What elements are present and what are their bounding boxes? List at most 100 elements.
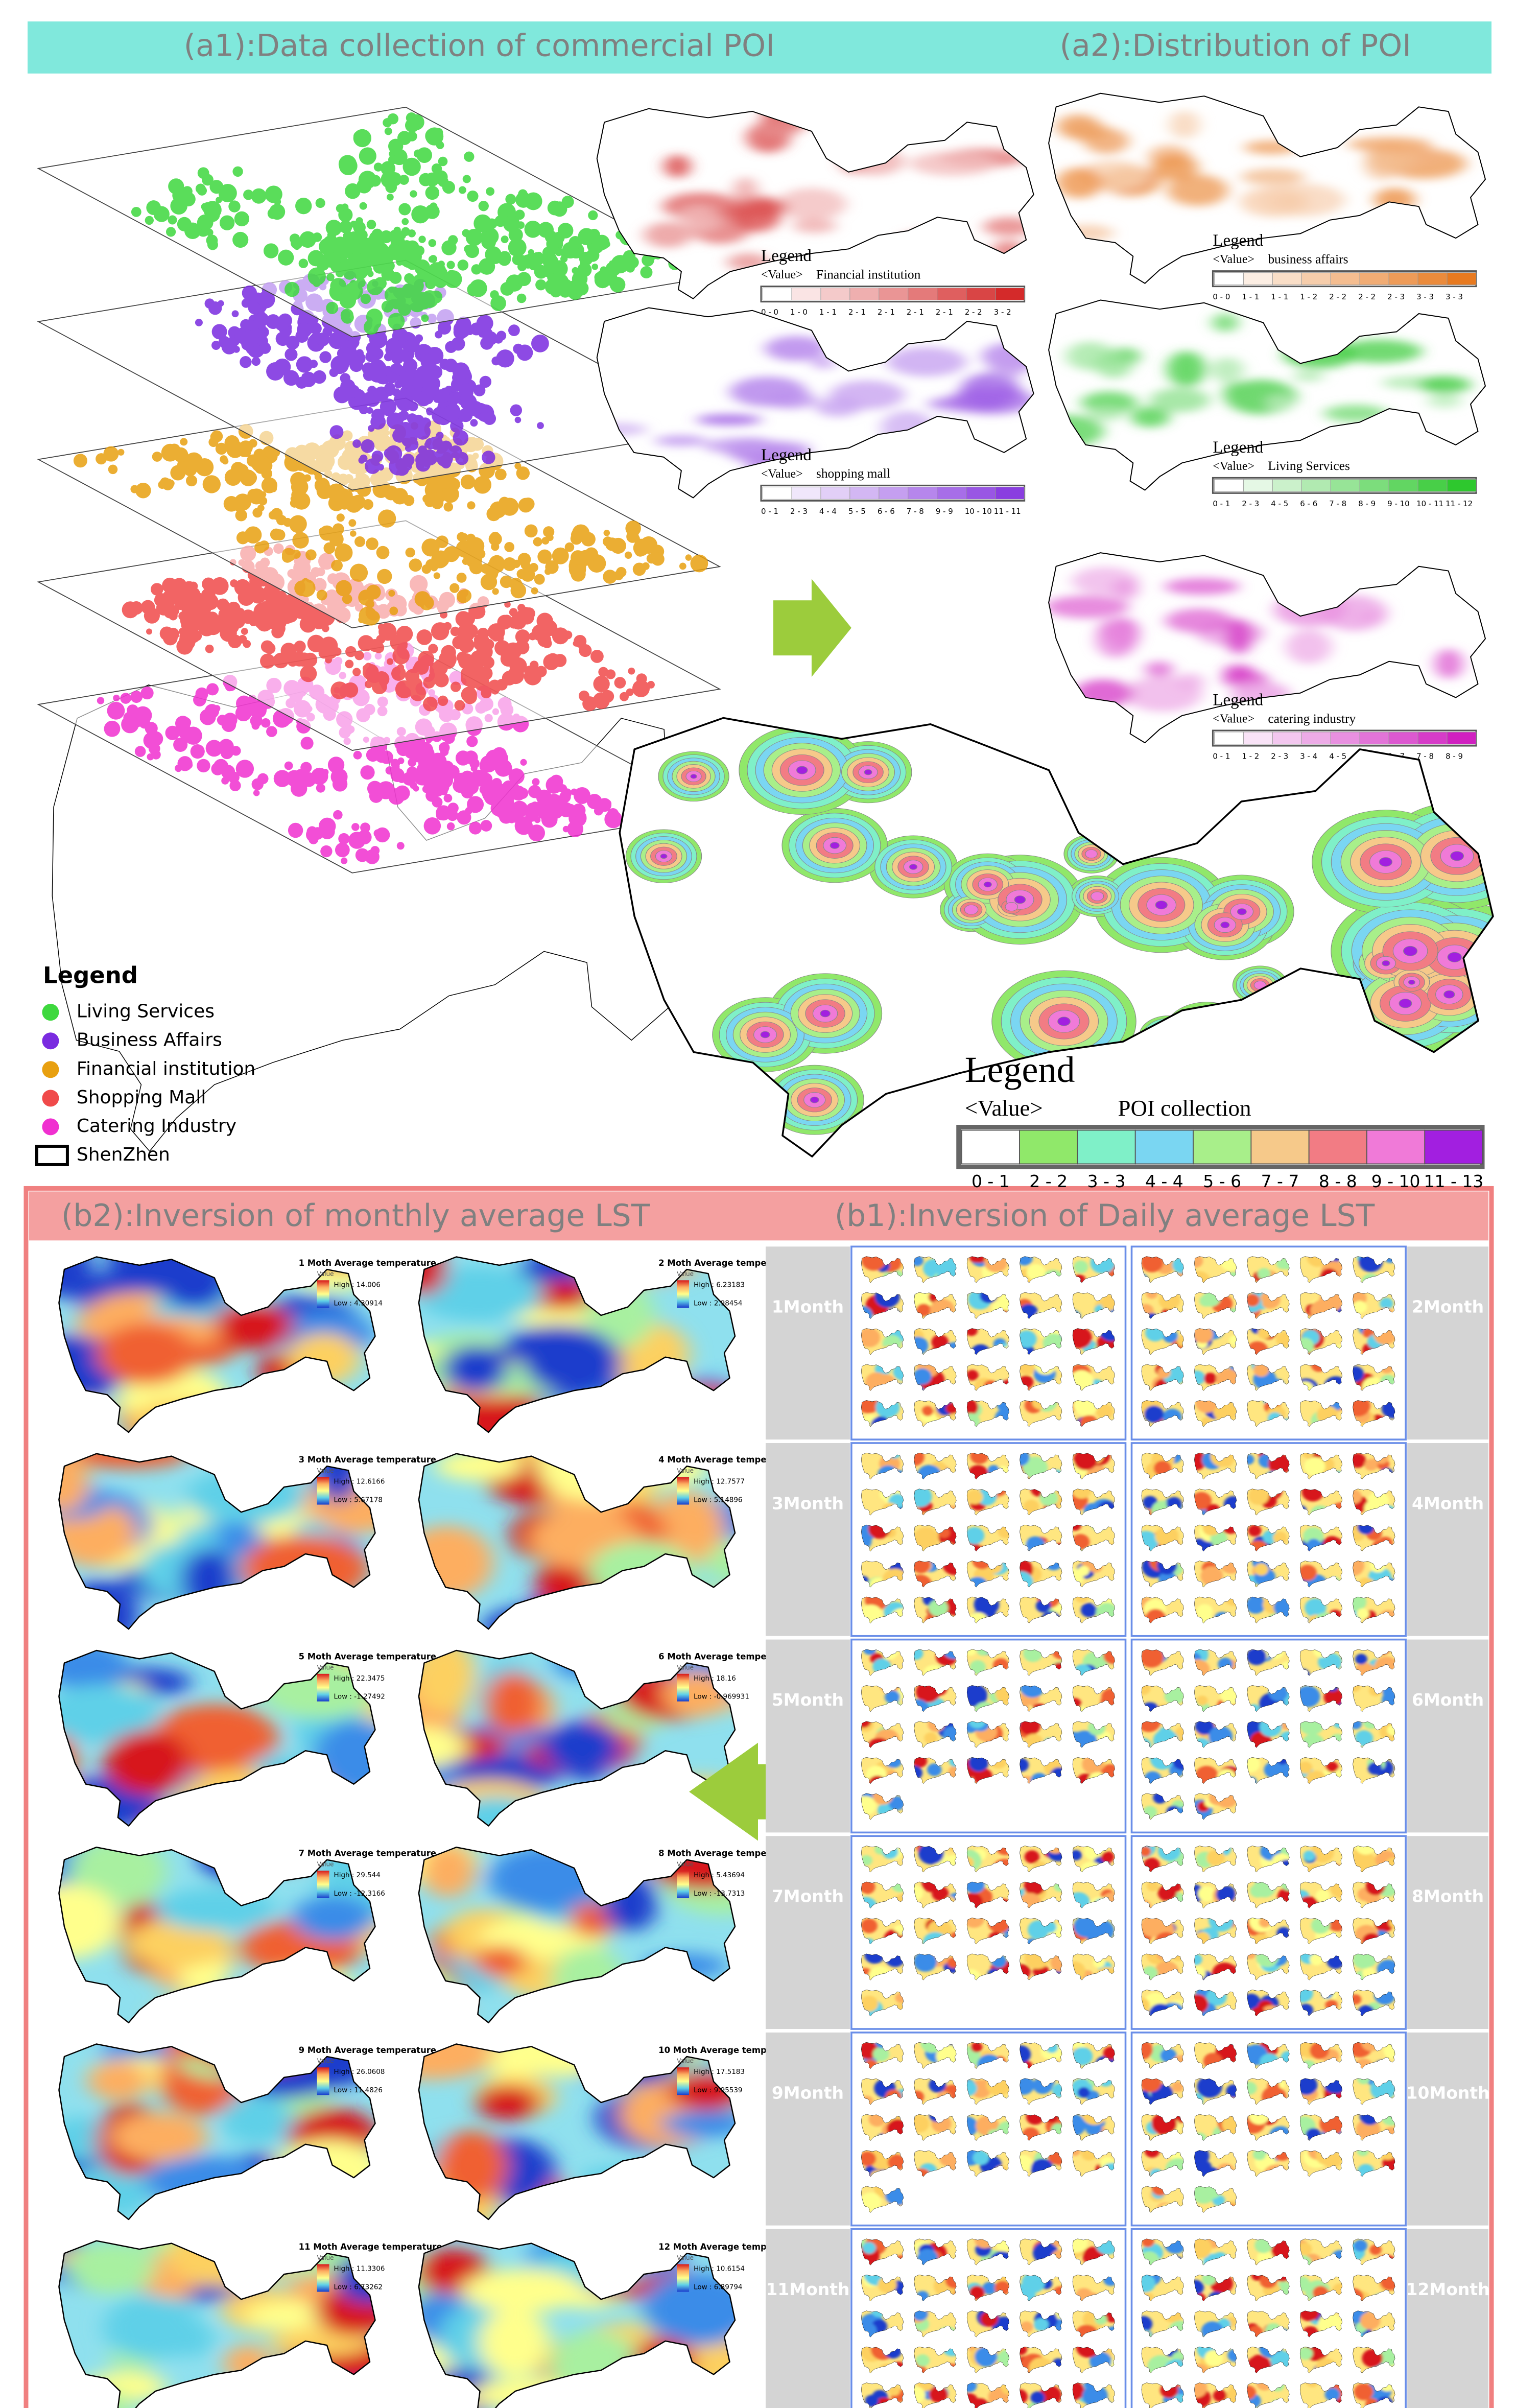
temperature-blob [418,1968,459,2023]
poi-point [249,700,265,716]
poi-point [162,630,178,646]
density-blob [696,414,762,426]
poi-point [511,278,519,286]
temperature-blob [588,1541,696,1602]
poi-point [73,454,87,468]
poi-point [520,816,530,826]
poi-point [458,186,466,194]
poi-point [140,686,154,700]
poi-point [228,200,241,213]
temperature-blob [418,1958,463,2023]
poi-point [588,210,598,221]
poi-point [183,626,199,642]
poi-point [145,216,154,225]
poi-point [530,252,544,266]
poi-point [367,672,381,687]
poi-point [561,196,574,208]
poi-point [462,175,471,183]
poi-point [493,334,503,344]
poi-point [603,570,617,584]
density-blob [1356,609,1384,623]
poi-point [418,235,426,243]
poi-point [408,263,416,270]
legend-layer-name: catering industry [1268,711,1356,726]
poi-point [193,693,206,706]
poi-point [218,185,230,197]
month-title: 11 Moth Average temperature [299,2242,442,2252]
legend-class-label: 0 - 1 [1213,751,1230,761]
poi-point [461,666,475,680]
poi-point [345,183,361,199]
poi-point [455,611,471,627]
density-blob [677,206,720,232]
legend-value-label: Value [317,2254,334,2261]
poi-point [411,205,430,224]
poi-point [537,549,552,564]
poi-point [434,407,444,417]
poi-point [466,736,478,747]
poi-point [624,551,632,559]
density-blob [1149,388,1210,413]
month-label-cell [765,1836,850,2029]
legend-class-label: 9 - 9 [936,507,953,516]
poi-point [223,496,240,512]
poi-point [480,820,492,832]
poi-point [281,552,293,563]
temperature-blob [181,1549,237,1610]
poi-point [438,156,448,167]
poi-point [301,371,317,387]
poi-point [230,579,238,587]
legend-class-label: 4 - 4 [1145,1171,1183,1191]
legend-class-label: 0 - 0 [1213,292,1230,301]
temperature-blob [1303,1850,1316,1861]
poi-point [430,666,446,682]
lst-frame [23,1186,1494,2408]
temperature-blob [475,1946,528,1978]
poi-point [236,608,245,616]
poi-point [690,554,708,573]
poi-point [441,654,456,669]
legend-title: Legend [1213,438,1263,457]
legend-swatch [995,288,1025,301]
temperature-blob [229,1980,300,2023]
month-label-cell [1407,1836,1489,2029]
legend-class-label: 1 - 1 [1271,292,1288,301]
poi-point [361,439,375,453]
density-blob [758,123,803,135]
poi-point [193,225,200,232]
poi-point [520,560,531,570]
density-blob [1095,622,1136,658]
poi-point [632,562,646,576]
poi-point [454,548,463,557]
poi-point [97,697,105,704]
poi-point [511,800,528,818]
poi-point [465,807,472,815]
legend-value-label: <Value> [1213,713,1254,726]
density-contour [1379,857,1393,867]
poi-point [462,547,473,558]
poi-point [423,696,438,712]
poi-point [235,760,254,778]
poi-point [482,451,495,464]
legend-value-label: <Value> [1213,460,1254,473]
temperature-blob [1077,2087,1090,2098]
density-blob [1164,578,1240,595]
poi-point [462,229,470,238]
legend-class-label: 1 - 2 [1242,751,1259,761]
temperature-blob [241,1535,369,1602]
poi-point [231,310,239,318]
poi-point [329,532,344,547]
temperature-blob [967,1490,983,1504]
month-label-cell [1407,1639,1489,1833]
temperature-blob [435,2130,508,2202]
legend-class-label: 5 - 6 [1203,1171,1241,1191]
month-label: 3Month [772,1493,844,1513]
legend-high: High : 29.544 [334,1871,381,1879]
poi-point [454,772,469,787]
poi-point [456,316,471,332]
density-blob [1165,608,1234,633]
poi-point [217,598,229,611]
poi-point [175,716,191,731]
temperature-blob [1248,1525,1262,1537]
temperature-blob [145,2156,269,2209]
